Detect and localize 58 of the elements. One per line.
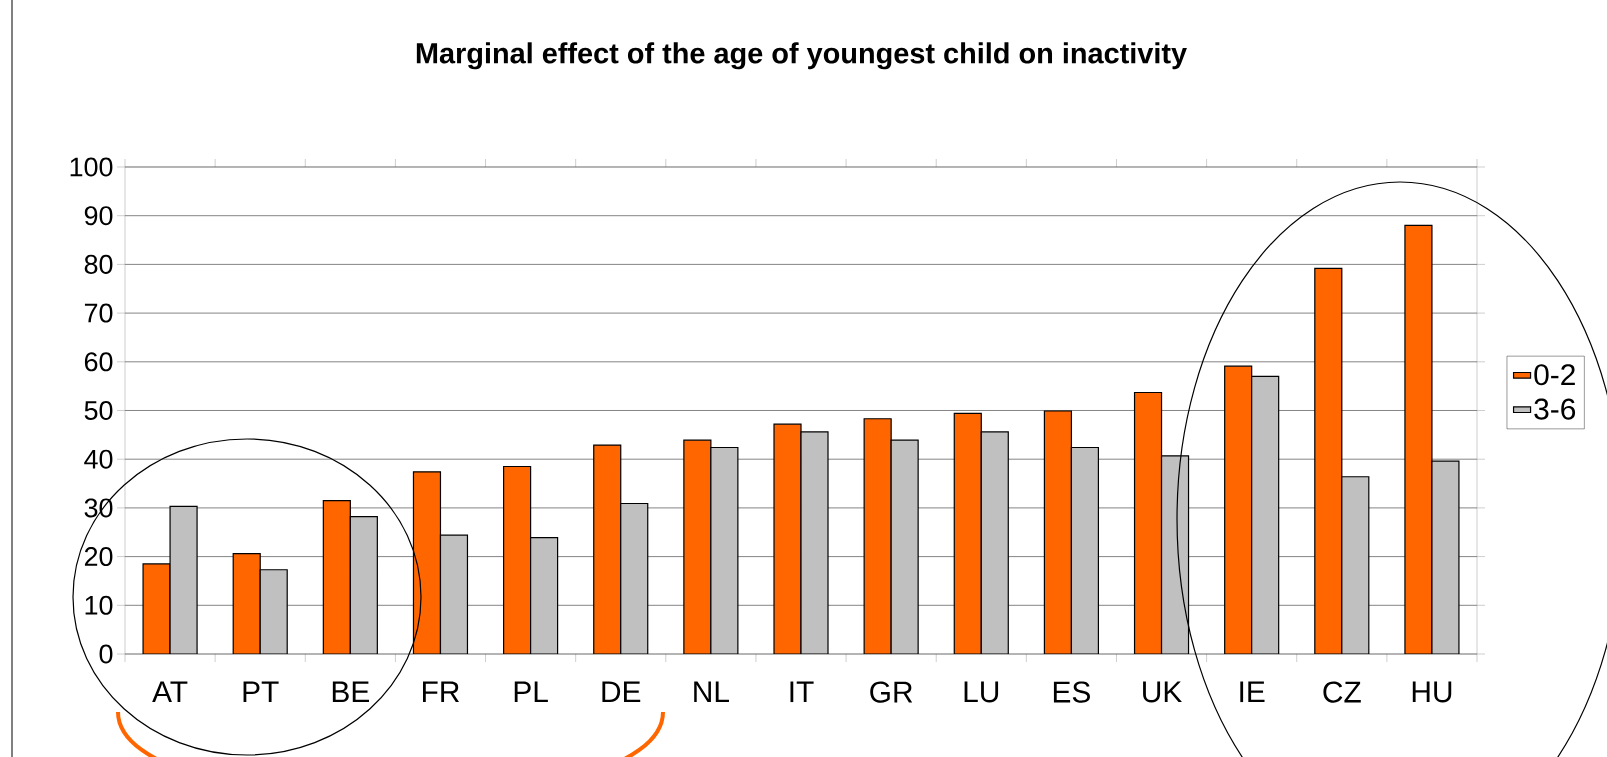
- x-tick-label: GR: [870, 681, 913, 703]
- x-tick-label: NL: [694, 681, 729, 703]
- y-tick-label: 70: [84, 303, 113, 323]
- bar: [683, 440, 711, 654]
- x-tick-label: DE: [602, 681, 641, 703]
- bar: [774, 424, 802, 654]
- bar: [233, 553, 261, 654]
- bar: [1134, 392, 1162, 654]
- x-tick-label: IT: [790, 681, 814, 703]
- bar: [413, 471, 441, 654]
- bar: [981, 431, 1009, 654]
- bar: [503, 466, 531, 654]
- y-tick-label: 80: [84, 254, 113, 274]
- x-tick-label: PT: [243, 681, 279, 703]
- x-tick-label: UK: [1143, 681, 1182, 703]
- legend-label: 0-2: [1534, 364, 1575, 386]
- bar: [1314, 268, 1342, 654]
- x-tick-label: FR: [423, 681, 460, 703]
- bar: [323, 500, 351, 654]
- bar: [1071, 447, 1099, 654]
- bar: [1161, 455, 1189, 654]
- x-tick-label: BE: [332, 681, 369, 703]
- bar: [620, 503, 648, 654]
- bar: [710, 447, 738, 654]
- bar: [864, 418, 892, 654]
- x-tick-label: AT: [152, 681, 188, 703]
- x-tick-label: IE: [1240, 681, 1265, 703]
- bar: [1224, 366, 1252, 654]
- bar: [440, 535, 468, 654]
- y-tick-label: 40: [84, 449, 113, 469]
- bar: [1044, 410, 1072, 654]
- y-tick-label: 50: [84, 400, 113, 421]
- legend-label: 3-6: [1534, 398, 1576, 420]
- bar: [1251, 376, 1279, 654]
- y-tick-label: 20: [84, 547, 113, 567]
- y-tick-label: 10: [85, 595, 113, 615]
- y-tick-label: 90: [84, 206, 113, 226]
- x-tick-label: ES: [1053, 681, 1090, 703]
- x-tick-label: PL: [514, 681, 548, 703]
- bar: [260, 569, 288, 654]
- y-tick-label: 60: [84, 352, 113, 372]
- x-tick-label: HU: [1412, 681, 1452, 703]
- chart-title: Marginal effect of the age of youngest child on inactivity: [416, 42, 1187, 70]
- x-tick-label: LU: [964, 681, 999, 703]
- bar: [801, 431, 829, 654]
- x-tick-label: CZ: [1323, 681, 1361, 703]
- bar: [170, 506, 198, 654]
- bar: [954, 413, 982, 654]
- bar: [593, 445, 621, 654]
- y-tick-label: 100: [70, 157, 113, 177]
- bar: [1341, 476, 1369, 654]
- bar: [891, 440, 919, 654]
- bar: [1404, 224, 1433, 654]
- bar: [143, 563, 171, 654]
- bar: [350, 516, 378, 654]
- bar: [1431, 460, 1460, 654]
- y-tick-label: 0: [99, 644, 113, 664]
- bar: [530, 537, 558, 654]
